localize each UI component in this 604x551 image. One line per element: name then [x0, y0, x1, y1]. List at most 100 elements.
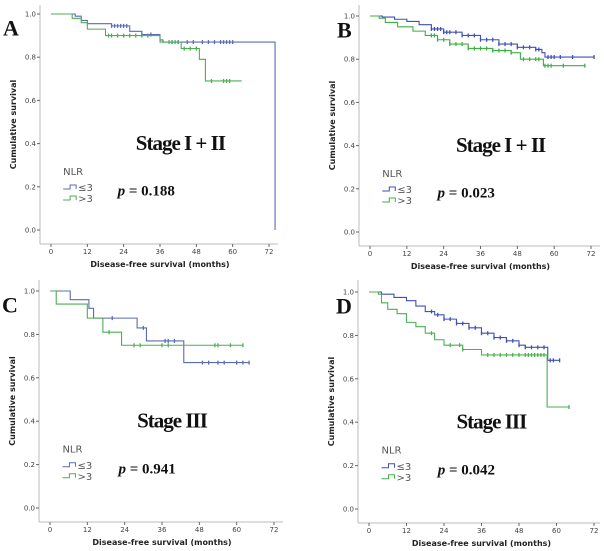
- p-value-label: p = 0.188: [116, 183, 175, 199]
- p-value: = 0.042: [445, 462, 495, 478]
- legend-title: NLR: [382, 169, 402, 180]
- y-tick-label: 1.0: [25, 11, 36, 19]
- km-panel-B: 0.0 0.2 0.4 0.6 0.8 1.0 0 12 24 36 48 60 72 Disease-f…: [328, 5, 600, 271]
- y-tick-label: 0.6: [25, 97, 37, 105]
- p-value-label: p = 0.042: [436, 462, 495, 478]
- p-symbol: p: [116, 461, 126, 477]
- panel-letter: A: [3, 16, 19, 41]
- x-tick-label: 12: [402, 527, 411, 535]
- stage-label: Stage I + II: [136, 131, 226, 155]
- x-tick-label: 60: [550, 250, 559, 258]
- x-tick-label: 60: [232, 526, 241, 534]
- x-tick-label: 60: [552, 527, 561, 535]
- legend-swatch: [381, 474, 395, 480]
- x-axis-label: Disease-free survival (months): [92, 538, 231, 547]
- y-tick-label: 0.2: [343, 462, 354, 470]
- y-axis-label: Cumulative survival: [8, 356, 17, 446]
- stage-label: Stage I + II: [456, 133, 546, 157]
- y-tick-label: 0.8: [24, 331, 35, 339]
- legend-swatch: [382, 186, 396, 192]
- y-tick-label: 0.8: [343, 332, 354, 340]
- x-tick-label: 48: [192, 248, 201, 256]
- x-tick-label: 12: [83, 248, 92, 256]
- y-tick-label: 0.8: [344, 56, 355, 64]
- p-value-label: p = 0.941: [116, 461, 175, 477]
- x-tick-label: 72: [587, 250, 596, 258]
- legend-swatch: [381, 463, 395, 469]
- y-tick-label: 0.2: [344, 185, 355, 193]
- p-value-label: p = 0.023: [436, 185, 495, 201]
- y-tick-label: 0.4: [25, 140, 37, 148]
- survival-curve-high-nlr: [51, 13, 242, 82]
- x-tick-label: 36: [477, 527, 486, 535]
- legend-entry: >3: [78, 194, 93, 205]
- survival-curve-low-nlr: [50, 290, 250, 364]
- y-tick-label: 0.0: [344, 229, 355, 237]
- x-axis-label: Disease-free survival (months): [412, 539, 551, 548]
- legend-swatch: [63, 184, 77, 190]
- survival-curve-high-nlr: [50, 290, 243, 346]
- x-tick-label: 24: [119, 248, 128, 256]
- panel-letter: C: [2, 293, 18, 318]
- y-tick-label: 0.0: [25, 227, 36, 235]
- x-axis-label: Disease-free survival (months): [411, 262, 550, 271]
- x-tick-label: 12: [402, 250, 411, 258]
- y-tick-label: 0.6: [343, 375, 355, 383]
- y-tick-label: 1.0: [343, 289, 354, 297]
- legend-entry: >3: [77, 472, 92, 483]
- legend-entry: ≤3: [397, 462, 412, 473]
- km-panel-D: 0.0 0.2 0.4 0.6 0.8 1.0 0 12 24 36 48 60 72 Disease-f…: [327, 280, 600, 548]
- p-symbol: p: [116, 183, 126, 199]
- y-tick-label: 0.2: [24, 461, 35, 469]
- y-tick-label: 0.6: [344, 99, 356, 107]
- p-symbol: p: [436, 185, 446, 201]
- survival-curve-low-nlr: [370, 15, 595, 58]
- p-value: = 0.023: [445, 185, 495, 201]
- legend-title: NLR: [63, 167, 83, 178]
- panel-letter: D: [336, 294, 352, 319]
- legend-entry: ≤3: [78, 183, 93, 194]
- x-tick-label: 0: [48, 526, 52, 534]
- x-tick-label: 24: [120, 526, 129, 534]
- y-tick-label: 0.0: [343, 506, 354, 514]
- x-tick-label: 72: [590, 527, 599, 535]
- survival-curve-high-nlr: [369, 291, 569, 408]
- stage-label: Stage III: [137, 409, 208, 433]
- x-tick-label: 24: [440, 527, 449, 535]
- p-value: = 0.188: [125, 183, 175, 199]
- x-tick-label: 48: [195, 526, 204, 534]
- legend-entry: >3: [397, 196, 412, 207]
- x-tick-label: 36: [156, 248, 165, 256]
- x-axis-label: Disease-free survival (months): [90, 260, 229, 269]
- y-tick-label: 0.6: [24, 374, 36, 382]
- survival-curve-low-nlr: [369, 291, 560, 361]
- survival-curve-low-nlr: [51, 13, 276, 230]
- legend-entry: ≤3: [397, 185, 412, 196]
- y-tick-label: 0.0: [24, 505, 35, 513]
- x-tick-label: 72: [270, 526, 279, 534]
- y-tick-label: 0.4: [24, 418, 36, 426]
- legend-entry: ≤3: [77, 461, 92, 472]
- x-tick-label: 48: [513, 250, 522, 258]
- legend-title: NLR: [62, 445, 82, 456]
- x-tick-label: 72: [265, 248, 274, 256]
- legend-title: NLR: [382, 446, 402, 457]
- y-tick-label: 0.4: [343, 419, 355, 427]
- y-tick-label: 1.0: [24, 288, 35, 296]
- panel-letter: B: [337, 18, 352, 43]
- km-panel-A: 0.0 0.2 0.4 0.6 0.8 1.0 0 12 24 36 48 60 72 Disease-f…: [3, 5, 278, 269]
- y-axis-label: Cumulative survival: [328, 81, 337, 171]
- x-tick-label: 36: [476, 250, 485, 258]
- p-value: = 0.941: [126, 461, 176, 477]
- legend-entry: >3: [397, 473, 412, 484]
- x-tick-label: 24: [439, 250, 448, 258]
- y-tick-label: 0.4: [344, 142, 356, 150]
- x-tick-label: 12: [83, 526, 92, 534]
- y-axis-label: Cumulative survival: [327, 357, 336, 447]
- x-tick-label: 48: [515, 527, 524, 535]
- x-tick-label: 36: [158, 526, 167, 534]
- survival-curve-high-nlr: [370, 15, 585, 67]
- legend-swatch: [63, 195, 77, 201]
- x-tick-label: 60: [228, 248, 237, 256]
- x-tick-label: 0: [367, 527, 371, 535]
